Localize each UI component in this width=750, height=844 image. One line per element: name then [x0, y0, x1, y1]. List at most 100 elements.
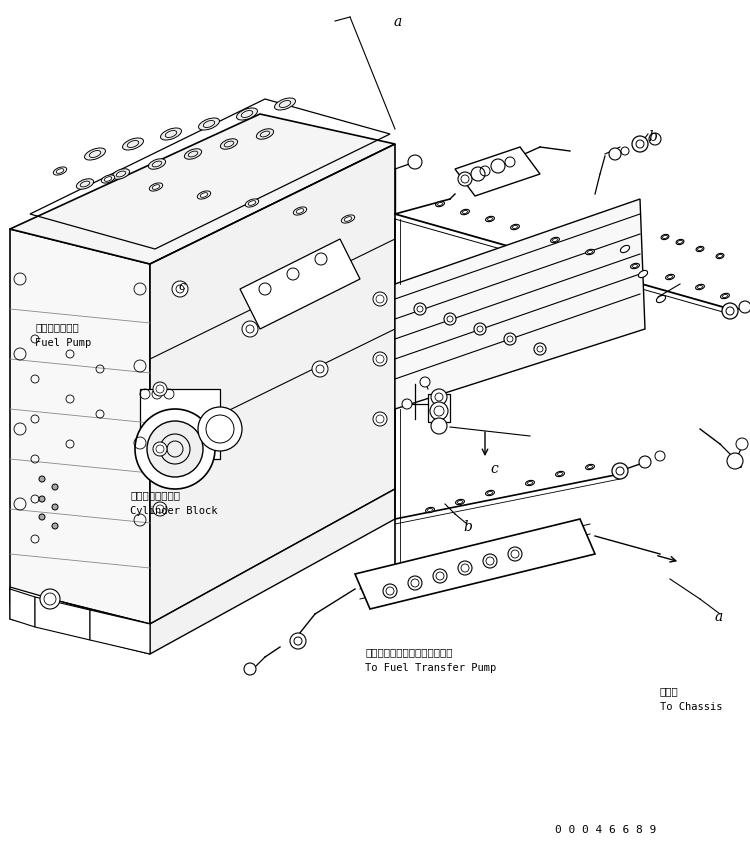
Text: To Chassis: To Chassis [660, 701, 722, 711]
Text: シリンダブロック: シリンダブロック [130, 490, 180, 500]
Circle shape [433, 570, 447, 583]
Ellipse shape [293, 208, 307, 216]
Ellipse shape [199, 119, 220, 131]
Circle shape [402, 399, 412, 409]
Ellipse shape [676, 240, 684, 246]
Circle shape [290, 633, 306, 649]
Text: a: a [394, 15, 402, 29]
Polygon shape [240, 240, 360, 330]
Text: Fuel Pump: Fuel Pump [35, 338, 92, 348]
Ellipse shape [620, 246, 629, 253]
Circle shape [383, 584, 397, 598]
Circle shape [172, 282, 188, 298]
Bar [140, 390, 220, 459]
Circle shape [373, 353, 387, 366]
Circle shape [639, 457, 651, 468]
Polygon shape [150, 490, 395, 654]
Circle shape [52, 505, 58, 511]
Circle shape [504, 333, 516, 345]
Ellipse shape [586, 465, 595, 470]
Ellipse shape [274, 99, 296, 111]
Text: 車体へ: 車体へ [660, 685, 679, 695]
Ellipse shape [112, 170, 130, 180]
Circle shape [727, 453, 743, 469]
Ellipse shape [122, 138, 143, 151]
Ellipse shape [197, 192, 211, 200]
Circle shape [52, 484, 58, 490]
Circle shape [508, 548, 522, 561]
Ellipse shape [526, 481, 535, 486]
Circle shape [632, 137, 648, 153]
Ellipse shape [53, 168, 67, 176]
Ellipse shape [665, 275, 674, 280]
Ellipse shape [656, 296, 665, 303]
Circle shape [39, 496, 45, 502]
Ellipse shape [160, 129, 182, 141]
Ellipse shape [455, 500, 464, 505]
Circle shape [458, 173, 472, 187]
Ellipse shape [149, 184, 163, 192]
Text: c: c [490, 462, 498, 475]
Text: To Fuel Transfer Pump: To Fuel Transfer Pump [365, 663, 496, 672]
Circle shape [739, 301, 750, 314]
Ellipse shape [256, 130, 274, 140]
Circle shape [420, 377, 430, 387]
Circle shape [408, 576, 422, 590]
Circle shape [431, 390, 447, 405]
Text: a: a [715, 609, 723, 623]
Ellipse shape [631, 264, 640, 269]
Ellipse shape [425, 508, 434, 513]
Ellipse shape [586, 250, 595, 256]
Circle shape [458, 561, 472, 576]
Text: b: b [463, 519, 472, 533]
Text: フェエルトランスファポンプへ: フェエルトランスファポンプへ [365, 647, 452, 657]
Circle shape [474, 323, 486, 336]
Circle shape [649, 134, 661, 146]
Ellipse shape [695, 285, 704, 290]
Text: フェエルポンプ: フェエルポンプ [35, 322, 79, 332]
Circle shape [135, 409, 215, 490]
Ellipse shape [236, 109, 257, 121]
Circle shape [39, 476, 45, 483]
Ellipse shape [696, 247, 704, 252]
Circle shape [153, 382, 167, 397]
Ellipse shape [460, 210, 470, 215]
Circle shape [153, 502, 167, 517]
Circle shape [491, 160, 505, 174]
Polygon shape [90, 610, 150, 654]
Circle shape [430, 403, 448, 420]
Circle shape [153, 442, 167, 457]
Circle shape [39, 514, 45, 521]
Circle shape [736, 439, 748, 451]
Text: Cylinder Block: Cylinder Block [130, 506, 218, 516]
Circle shape [373, 293, 387, 306]
Circle shape [40, 589, 60, 609]
Circle shape [431, 419, 447, 435]
Ellipse shape [511, 225, 520, 230]
Ellipse shape [148, 160, 166, 170]
Circle shape [534, 344, 546, 355]
Ellipse shape [721, 294, 730, 300]
Ellipse shape [184, 149, 202, 160]
Circle shape [444, 314, 456, 326]
Text: 0 0 0 4 6 6 8 9: 0 0 0 4 6 6 8 9 [555, 824, 656, 834]
Circle shape [198, 408, 242, 452]
Polygon shape [10, 587, 90, 627]
Ellipse shape [638, 271, 647, 279]
Circle shape [609, 149, 621, 161]
Ellipse shape [85, 149, 106, 161]
Circle shape [471, 168, 485, 181]
Polygon shape [395, 200, 645, 409]
Circle shape [722, 304, 738, 320]
Ellipse shape [485, 490, 494, 496]
Text: c: c [178, 279, 185, 293]
Circle shape [244, 663, 256, 675]
Circle shape [408, 156, 422, 170]
Ellipse shape [550, 238, 560, 243]
Circle shape [414, 304, 426, 316]
Ellipse shape [101, 176, 115, 184]
Polygon shape [150, 145, 395, 625]
Polygon shape [455, 148, 540, 197]
Text: b: b [648, 130, 657, 143]
Polygon shape [355, 519, 595, 609]
